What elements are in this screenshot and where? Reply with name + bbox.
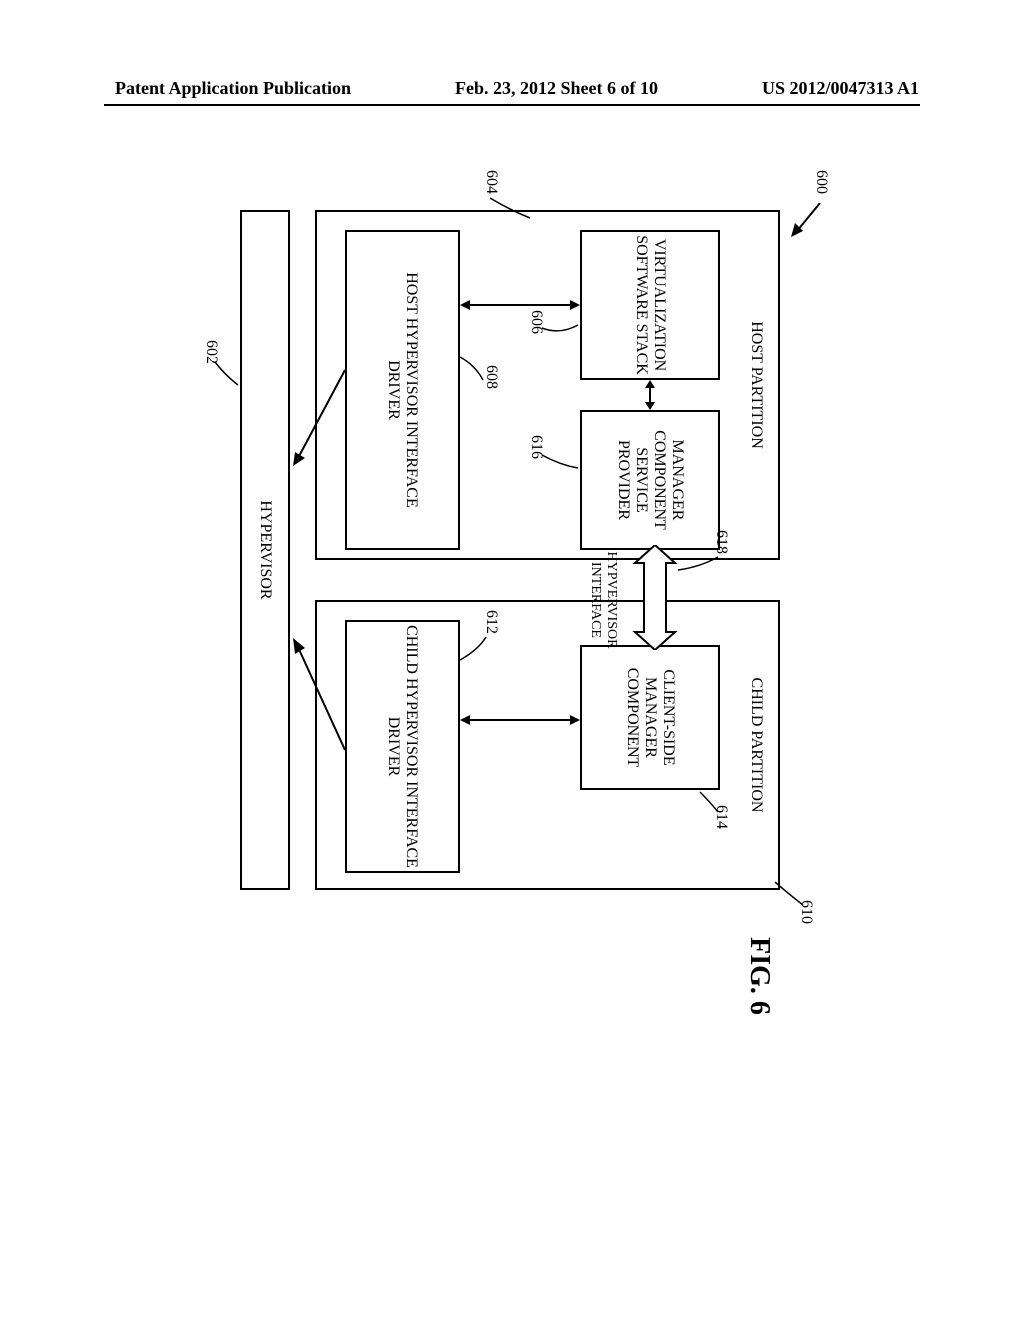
leader-612 — [456, 635, 488, 665]
ref-612-text: 612 — [483, 610, 500, 634]
hyp-interface-text: HYPVERVISOR INTERFACE — [588, 552, 619, 649]
figure-label-text: FIG. 6 — [744, 937, 775, 1015]
client-mgr-label: CLIENT-SIDE MANAGER COMPONENT — [623, 668, 677, 768]
host-driver-box: HOST HYPERVISOR INTERFACE DRIVER — [345, 230, 460, 550]
leader-610 — [770, 880, 805, 910]
virt-stack-box: VIRTUALIZATION SOFTWARE STACK — [580, 230, 720, 380]
ref-600: 600 — [812, 170, 830, 194]
hypervisor-box: HYPERVISOR — [240, 210, 290, 890]
leader-616 — [540, 450, 580, 475]
ref-600-text: 600 — [813, 170, 830, 194]
ref-612: 612 — [482, 610, 500, 634]
host-driver-label: HOST HYPERVISOR INTERFACE DRIVER — [385, 272, 421, 507]
header-rule — [104, 104, 920, 106]
leader-608 — [455, 355, 485, 385]
hypervisor-label: HYPERVISOR — [256, 500, 274, 599]
leader-600 — [785, 203, 825, 243]
host-partition-title: HOST PARTITION — [747, 310, 765, 460]
arrow-childdriver-hyp — [290, 630, 345, 760]
diagram: HYPERVISOR HOST PARTITION CHILD PARTITIO… — [60, 200, 820, 900]
leader-618 — [675, 555, 720, 580]
arrow-virt-mgr — [640, 380, 660, 410]
arrow-virt-hostdriver — [460, 295, 580, 315]
arrow-hostdriver-hyp — [290, 360, 345, 480]
child-driver-label: CHILD HYPERVISOR INTERFACE DRIVER — [385, 625, 421, 868]
virt-stack-label: VIRTUALIZATION SOFTWARE STACK — [632, 235, 668, 375]
hyp-interface-label: HYPVERVISOR INTERFACE — [587, 545, 635, 655]
mgr-provider-label: MANAGER COMPONENT SERVICE PROVIDER — [614, 430, 686, 530]
header-left: Patent Application Publication — [115, 78, 351, 99]
ref-608-text: 608 — [483, 365, 500, 389]
host-partition-title-text: HOST PARTITION — [748, 321, 765, 449]
header-right: US 2012/0047313 A1 — [762, 78, 919, 99]
leader-614 — [695, 790, 720, 815]
mgr-provider-box: MANAGER COMPONENT SERVICE PROVIDER — [580, 410, 720, 550]
client-mgr-box: CLIENT-SIDE MANAGER COMPONENT — [580, 645, 720, 790]
ref-618: 618 — [712, 530, 730, 554]
child-partition-title-text: CHILD PARTITION — [748, 678, 765, 813]
ref-618-text: 618 — [713, 530, 730, 554]
child-partition-title: CHILD PARTITION — [747, 670, 765, 820]
leader-606 — [540, 320, 580, 345]
child-driver-box: CHILD HYPERVISOR INTERFACE DRIVER — [345, 620, 460, 873]
header: Patent Application Publication Feb. 23, … — [0, 78, 1024, 99]
header-center: Feb. 23, 2012 Sheet 6 of 10 — [455, 78, 658, 99]
leader-604 — [485, 190, 535, 220]
leader-602 — [212, 360, 240, 390]
page: Patent Application Publication Feb. 23, … — [0, 0, 1024, 1320]
figure-label: FIG. 6 — [743, 937, 775, 1015]
arrow-client-childdriver — [460, 710, 580, 730]
